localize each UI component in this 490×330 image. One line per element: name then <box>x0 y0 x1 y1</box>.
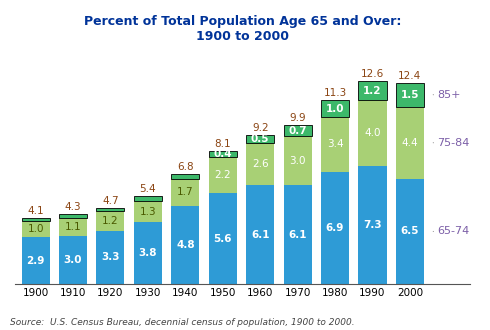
Text: 2.6: 2.6 <box>252 159 269 169</box>
Bar <box>359 81 387 100</box>
Bar <box>97 211 124 231</box>
Bar <box>209 193 237 284</box>
Text: 3.8: 3.8 <box>139 248 157 258</box>
Text: 1.0: 1.0 <box>27 224 44 234</box>
Text: 0.7: 0.7 <box>288 125 307 136</box>
Bar <box>396 82 424 107</box>
Text: 3.3: 3.3 <box>101 252 120 262</box>
Text: 4.7: 4.7 <box>102 196 119 206</box>
Bar <box>284 136 312 185</box>
Text: 1.2: 1.2 <box>102 216 119 226</box>
Bar <box>172 206 199 284</box>
Text: 0.5: 0.5 <box>251 134 270 144</box>
Text: 4.1: 4.1 <box>27 206 44 215</box>
Bar <box>359 100 387 166</box>
Text: Source:  U.S. Census Bureau, decennial census of population, 1900 to 2000.: Source: U.S. Census Bureau, decennial ce… <box>10 318 354 327</box>
Bar <box>97 208 124 211</box>
Bar <box>321 117 349 172</box>
Text: 85+: 85+ <box>437 90 461 100</box>
Text: 1.2: 1.2 <box>363 86 382 96</box>
Text: 6.8: 6.8 <box>177 162 194 172</box>
Text: 6.5: 6.5 <box>401 226 419 236</box>
Bar <box>359 166 387 284</box>
Text: 8.1: 8.1 <box>215 139 231 149</box>
Bar <box>59 236 87 284</box>
Text: 1.7: 1.7 <box>177 187 194 197</box>
Text: 1.1: 1.1 <box>65 221 81 232</box>
Bar <box>396 107 424 179</box>
Bar <box>22 221 49 237</box>
Text: 0.4: 0.4 <box>214 149 232 159</box>
Bar <box>246 143 274 185</box>
Text: 1.5: 1.5 <box>401 90 419 100</box>
Text: 12.6: 12.6 <box>361 69 384 79</box>
Text: 6.1: 6.1 <box>251 230 270 240</box>
Bar <box>22 217 49 221</box>
Text: 6.1: 6.1 <box>289 230 307 240</box>
Bar <box>246 135 274 143</box>
Text: 11.3: 11.3 <box>323 88 347 98</box>
Text: 7.3: 7.3 <box>363 220 382 230</box>
Bar <box>22 237 49 284</box>
Bar <box>59 214 87 217</box>
Bar <box>59 217 87 236</box>
Bar <box>134 201 162 222</box>
Text: 5.6: 5.6 <box>214 234 232 244</box>
Bar <box>246 185 274 284</box>
Bar <box>396 179 424 284</box>
Text: 5.4: 5.4 <box>140 184 156 194</box>
Bar <box>321 100 349 117</box>
Bar <box>209 157 237 193</box>
Text: 6.9: 6.9 <box>326 223 344 233</box>
Bar <box>284 125 312 136</box>
Text: 3.0: 3.0 <box>290 156 306 166</box>
Text: 4.8: 4.8 <box>176 240 195 250</box>
Text: 3.0: 3.0 <box>64 255 82 265</box>
Text: 75-84: 75-84 <box>437 138 469 148</box>
Bar <box>209 151 237 157</box>
Text: 4.3: 4.3 <box>65 202 81 213</box>
Text: 4.4: 4.4 <box>402 138 418 148</box>
Text: 2.9: 2.9 <box>26 256 45 266</box>
Text: 4.0: 4.0 <box>364 128 381 138</box>
Bar <box>172 179 199 206</box>
Text: 9.9: 9.9 <box>289 113 306 123</box>
Bar <box>134 196 162 201</box>
Text: 65-74: 65-74 <box>437 226 469 236</box>
Bar <box>284 185 312 284</box>
Text: 2.2: 2.2 <box>215 170 231 180</box>
Text: 9.2: 9.2 <box>252 123 269 133</box>
Text: 1.3: 1.3 <box>140 207 156 217</box>
Title: Percent of Total Population Age 65 and Over:
1900 to 2000: Percent of Total Population Age 65 and O… <box>84 15 401 43</box>
Bar <box>134 222 162 284</box>
Bar <box>97 231 124 284</box>
Bar <box>172 174 199 179</box>
Bar <box>321 172 349 284</box>
Text: 12.4: 12.4 <box>398 71 421 81</box>
Text: 1.0: 1.0 <box>326 104 344 114</box>
Text: 3.4: 3.4 <box>327 139 343 149</box>
